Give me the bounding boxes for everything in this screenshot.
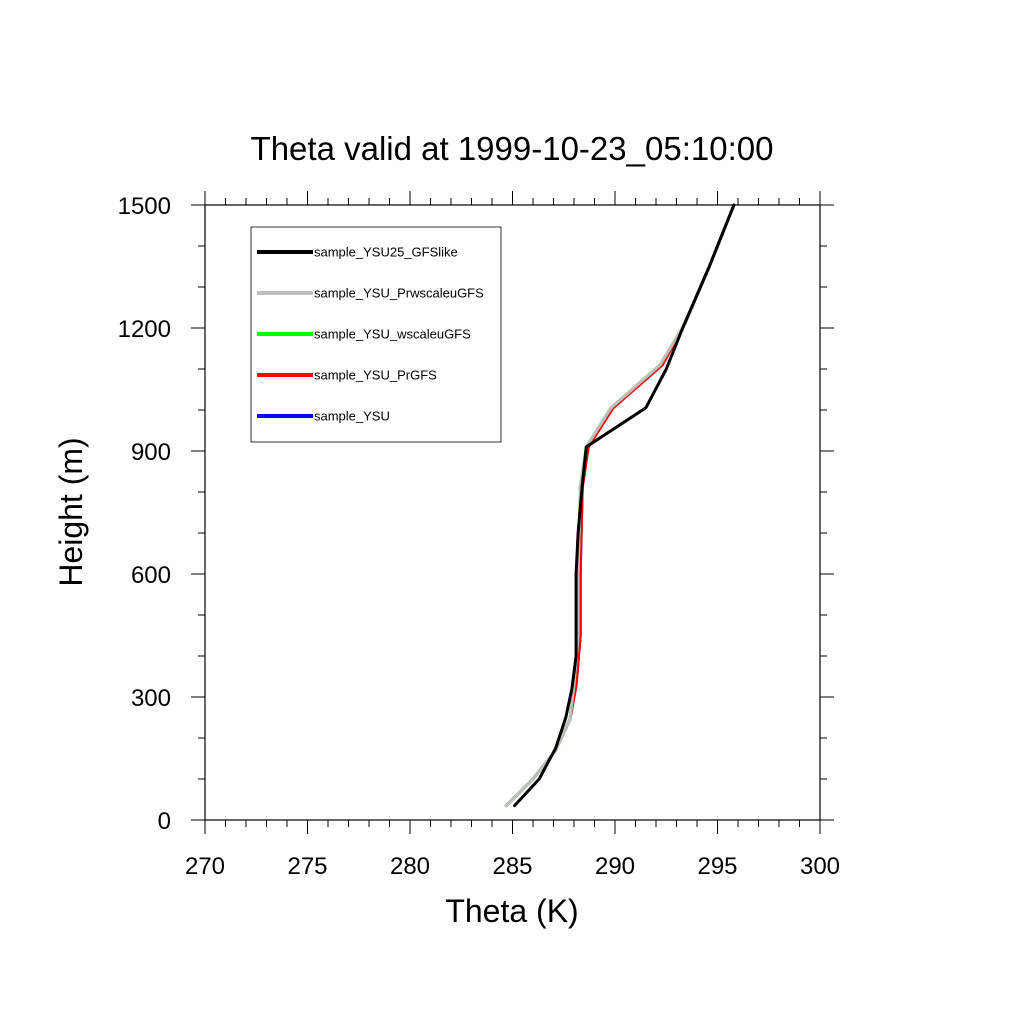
series-line bbox=[513, 203, 736, 808]
series-line bbox=[504, 203, 736, 808]
y-tick-label: 300 bbox=[131, 685, 171, 712]
plot-frame bbox=[204, 204, 821, 821]
axis-ticks bbox=[191, 191, 834, 834]
y-tick-label: 0 bbox=[158, 808, 171, 835]
x-tick-label: 290 bbox=[595, 853, 635, 880]
legend-label: sample_YSU_wscaleuGFS bbox=[314, 327, 471, 342]
legend-label: sample_YSU_PrwscaleuGFS bbox=[314, 286, 484, 301]
y-tick-label: 900 bbox=[131, 439, 171, 466]
x-axis-label: Theta (K) bbox=[445, 893, 578, 929]
y-tick-label: 1200 bbox=[118, 316, 171, 343]
x-tick-label: 300 bbox=[800, 853, 840, 880]
chart-title: Theta valid at 1999-10-23_05:10:00 bbox=[251, 130, 774, 167]
legend-label: sample_YSU bbox=[314, 409, 390, 424]
x-tick-label: 295 bbox=[697, 853, 737, 880]
y-tick-label: 600 bbox=[131, 562, 171, 589]
axis-tick-labels: 270 275 280 285 290 295 300 0 300 600 900 1200 1500 bbox=[118, 193, 840, 880]
legend-label: sample_YSU_PrGFS bbox=[314, 368, 437, 383]
x-tick-label: 270 bbox=[185, 853, 225, 880]
x-tick-label: 275 bbox=[287, 853, 327, 880]
legend: sample_YSU25_GFSlike sample_YSU_Prwscaleu… bbox=[250, 226, 502, 443]
y-tick-label: 1500 bbox=[118, 193, 171, 220]
series-line bbox=[504, 203, 736, 808]
x-tick-label: 285 bbox=[492, 853, 532, 880]
series-line bbox=[504, 203, 736, 808]
series-lines bbox=[504, 203, 736, 808]
x-tick-label: 280 bbox=[390, 853, 430, 880]
series-line bbox=[504, 203, 736, 808]
legend-label: sample_YSU25_GFSlike bbox=[314, 245, 458, 260]
y-axis-label: Height (m) bbox=[53, 437, 89, 586]
